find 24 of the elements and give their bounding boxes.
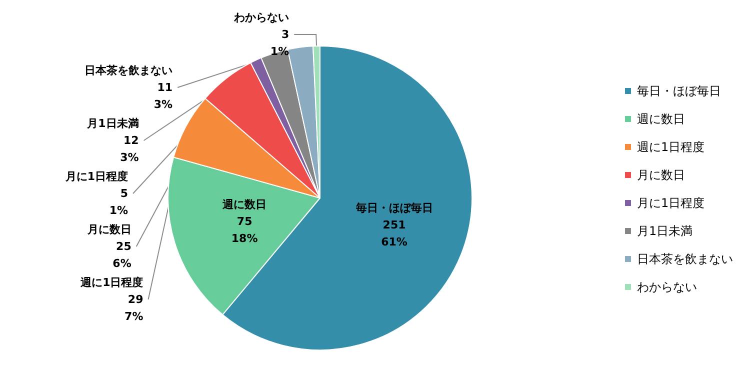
slice-label: 月1日未満 [86, 117, 139, 130]
slice-label: 週に1日程度 [80, 276, 144, 289]
data-label: 25 6% [112, 240, 132, 270]
slice-label: 週に数日 [222, 198, 267, 211]
data-label: 11 3% [154, 81, 173, 111]
data-label: 3 1% [270, 28, 290, 58]
slice-label: 毎日・ほぼ毎日 [354, 201, 433, 214]
legend-label: 月1日未満 [637, 224, 693, 238]
legend-label: 月に数日 [637, 168, 685, 182]
data-label: 75 18% [231, 214, 258, 245]
data-label: 29 7% [124, 293, 144, 323]
data-label: 251 61% [381, 218, 408, 248]
slice-label: 日本茶を飲まない [84, 64, 173, 77]
data-label: 12 3% [120, 134, 139, 164]
data-label: 5 1% [109, 187, 128, 217]
legend-label: 日本茶を飲まない [637, 252, 733, 266]
legend-label: 週に1日程度 [637, 140, 705, 154]
slice-label: わからない [233, 11, 290, 24]
slice-label: 月に数日 [86, 223, 132, 236]
legend-label: わからない [637, 280, 697, 294]
slice-label: 月に1日程度 [64, 170, 128, 183]
legend-label: 週に数日 [637, 112, 685, 126]
legend-label: 月に1日程度 [637, 196, 705, 210]
legend-label: 毎日・ほぼ毎日 [637, 84, 721, 98]
